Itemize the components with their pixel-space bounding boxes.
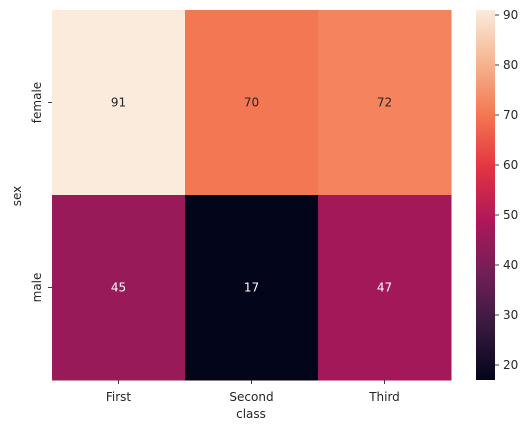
heatmap-cell-male-Second (185, 195, 319, 381)
colorbar-tick-label: 70 (503, 108, 518, 122)
heatmap-cell-female-Third (318, 10, 452, 196)
heatmap-cells: 91 70 72 45 17 47 (52, 10, 452, 381)
colorbar-tick-label: 80 (503, 58, 518, 72)
heatmap-cell-male-Third (318, 195, 452, 381)
colorbar-tick-label: 20 (503, 358, 518, 372)
cell-value-label: 17 (244, 281, 259, 295)
heatmap-cell-female-First (52, 10, 186, 196)
colorbar: 20 30 40 50 60 70 80 90 (476, 8, 518, 380)
x-tick-label: First (106, 390, 132, 404)
cell-value-label: 70 (244, 96, 259, 110)
x-tick-label: Third (368, 390, 400, 404)
colorbar-tick-label: 40 (503, 258, 518, 272)
y-axis-ticks: female male (30, 82, 52, 303)
x-tick-label: Second (229, 390, 273, 404)
cell-value-label: 47 (377, 281, 392, 295)
cell-value-label: 45 (111, 281, 126, 295)
heatmap-cell-female-Second (185, 10, 319, 196)
colorbar-tick-label: 30 (503, 308, 518, 322)
x-axis-ticks: First Second Third (106, 380, 400, 404)
cell-value-label: 72 (377, 96, 392, 110)
colorbar-tick-label: 50 (503, 208, 518, 222)
x-axis-label: class (236, 407, 266, 421)
colorbar-gradient (476, 10, 495, 380)
y-tick-label: female (30, 82, 44, 123)
cell-value-label: 91 (111, 96, 126, 110)
colorbar-tick-label: 90 (503, 8, 518, 22)
heatmap-cell-male-First (52, 195, 186, 381)
colorbar-ticks: 20 30 40 50 60 70 80 90 (495, 8, 518, 372)
colorbar-tick-label: 60 (503, 158, 518, 172)
y-tick-label: male (30, 273, 44, 303)
y-axis-label: sex (10, 186, 24, 207)
